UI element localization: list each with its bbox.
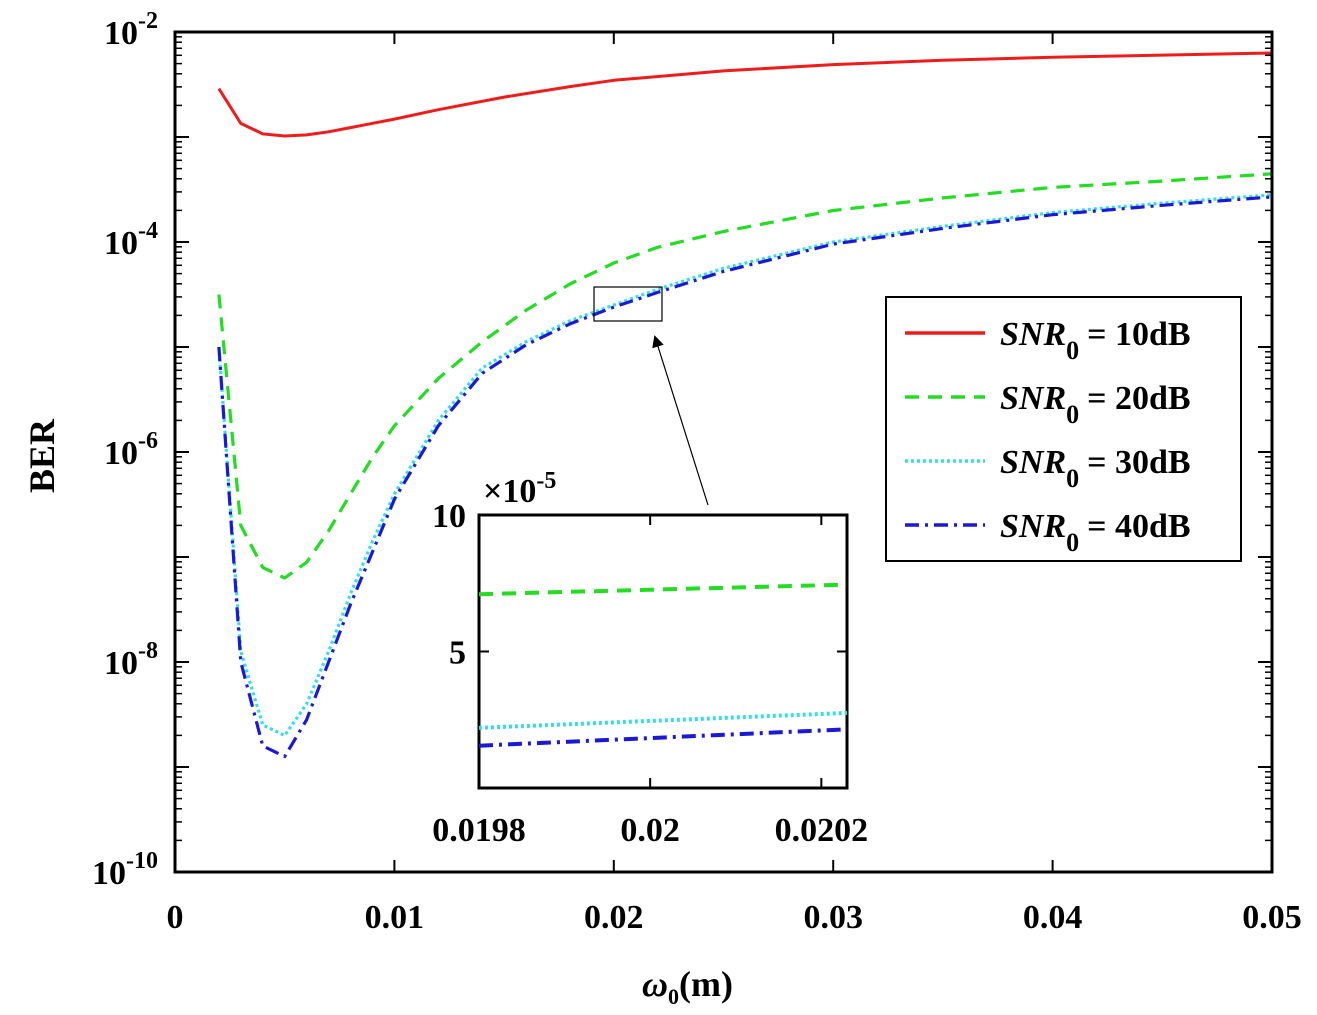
inset-y-tick-label: 10: [432, 498, 466, 535]
inset-axes: 0.0198 0.02 0.0202 5 10: [432, 498, 868, 849]
legend: SNR0 = 10dB SNR0 = 20dB SNR0 = 30dB SNR0 = 40dB: [885, 296, 1242, 562]
x-axis-label: ω0(m): [642, 964, 733, 1009]
x-tick-label: 0.01: [365, 899, 425, 936]
inset-series-line-3: [479, 727, 847, 748]
series-line-4: [217, 195, 1272, 759]
inset-x-tick-label: 0.0202: [775, 812, 869, 849]
legend-box: [885, 296, 1242, 562]
x-axis-label-subscript: 0: [668, 984, 679, 1009]
inset-scale-prefix: ×10: [483, 473, 536, 510]
series-line-2: [217, 172, 1272, 580]
legend-label-1: SNR0 = 10dB: [1000, 316, 1191, 365]
y-tick-label: 10-10: [92, 848, 158, 892]
legend-label-4: SNR0 = 40dB: [1000, 508, 1191, 557]
y-axis-label: BER: [22, 418, 62, 493]
main-plot-frame: [173, 30, 1274, 874]
y-tick-label: 10-2: [104, 8, 158, 52]
main-series-group: [217, 51, 1272, 759]
x-tick-label: 0.04: [1023, 899, 1083, 936]
inset-scale-label: ×10-5: [483, 468, 556, 510]
legend-label-2: SNR0 = 20dB: [1000, 380, 1191, 429]
inset-series-line-2: [479, 710, 847, 730]
y-tick-label: 10-6: [104, 428, 158, 472]
y-tick-label: 10-4: [104, 218, 158, 262]
x-axis-label-unit: (m): [679, 964, 733, 1004]
inset-series-line-1: [479, 582, 847, 597]
zoom-arrow: [652, 335, 709, 506]
inset-y-tick-label: 5: [449, 635, 466, 672]
legend-label-3: SNR0 = 30dB: [1000, 444, 1191, 493]
zoom-region-box: [593, 286, 663, 322]
inset-series-group: [479, 582, 847, 748]
inset-x-tick-label: 0.0198: [432, 812, 526, 849]
main-axes: 0 0.01 0.02 0.03 0.04 0.05 10-10 10-8 10-6 10-4 10…: [92, 8, 1302, 936]
x-tick-label: 0.02: [584, 899, 644, 936]
x-tick-label: 0: [167, 899, 184, 936]
inset-scale-exponent: -5: [536, 468, 556, 494]
x-tick-label: 0.03: [803, 899, 863, 936]
series-line-1: [217, 51, 1272, 138]
inset-plot-frame: [477, 513, 849, 790]
x-tick-label: 0.05: [1242, 899, 1302, 936]
x-axis-label-symbol: ω: [642, 964, 668, 1004]
y-tick-label: 10-8: [104, 638, 158, 682]
inset-x-tick-label: 0.02: [620, 812, 680, 849]
